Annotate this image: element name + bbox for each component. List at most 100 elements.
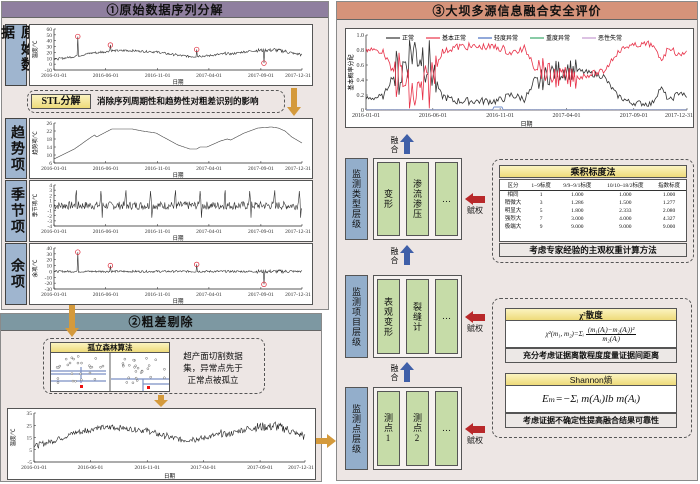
y-tick-label: 35 (27, 411, 33, 417)
level-cell[interactable]: 变形 (377, 162, 400, 236)
weight-arrow-head (465, 310, 473, 323)
stl-description: 消除序列周期性和趋势性对粗差识别的影响 (97, 96, 259, 106)
scale-cell: 2.333 (619, 208, 632, 214)
data-point (94, 357, 97, 360)
scale-header: 区分 (507, 183, 519, 189)
scale-title: 乘积标度法 (499, 165, 687, 178)
y-tick-label: 22 (47, 129, 53, 135)
iforest-dashed-box (43, 338, 265, 394)
legend-label: 正常 (402, 34, 414, 42)
y-axis-label: 温度/℃ (31, 40, 39, 59)
scale-cell: 3 (539, 200, 543, 206)
shannon-caption: 考虑证据不确定性提高融合结果可靠性 (505, 413, 677, 428)
x-tick-label: 2017-12-31 (285, 166, 311, 172)
scale-cell: 相同 (507, 192, 519, 198)
scale-cell: 7 (539, 216, 543, 222)
scale-header: 1~9标度 (531, 183, 551, 189)
orange-arrow-down (158, 395, 164, 401)
y-tick-label: 1.0 (357, 33, 365, 39)
y-tick-label: 1 (49, 198, 52, 204)
x-tick-label: 2017-12-31 (665, 113, 693, 119)
scale-row: 极端大 9 9.000 9.000 9.000 (500, 223, 686, 231)
scale-cell: 9.000 (662, 224, 676, 230)
y-tick-label: 2 (49, 193, 52, 199)
level-cell[interactable]: 测点1 (377, 391, 400, 466)
x-tick-label: 2017-12-31 (285, 229, 311, 235)
y-tick-label: 15 (27, 436, 33, 442)
y-tick-label: 60 (47, 27, 53, 33)
orange-arrow-right (316, 438, 328, 444)
scale-cell: 稍微大 (504, 200, 522, 206)
orange-arrow-head (65, 328, 79, 337)
weight-label: 赋权 (467, 206, 483, 215)
data-point (122, 364, 125, 368)
series-basic-normal (365, 40, 687, 109)
x-tick-label: 2016-06-01 (93, 292, 119, 298)
x-tick-label: 2017-12-31 (285, 73, 311, 79)
fuse-label: 融合 (390, 364, 399, 382)
weight-label: 赋权 (467, 435, 483, 445)
weight-arrow-icon (473, 313, 485, 321)
orange-arrow-head (154, 400, 168, 407)
data-point (58, 364, 62, 368)
scale-cell: 1.000 (571, 192, 584, 198)
x-tick-label: 2017-04-01 (553, 113, 581, 119)
data-point (121, 362, 125, 365)
data-point (72, 357, 75, 361)
y-tick-label: 30 (47, 252, 53, 258)
level-cell[interactable]: 渗流渗压 (406, 162, 429, 236)
chi-caption: 充分考虑证据离散程度度量证据间距离 (505, 348, 677, 363)
x-tick-label: 2017-09-01 (248, 73, 274, 79)
data-point (140, 370, 144, 373)
fuse-label: 融合 (390, 247, 399, 265)
chart-season: 4 3 2 1 0 -1 -2 -3 -4 2016-01-01 2016-06-01 2016-11… (29, 180, 313, 242)
level-cell[interactable]: … (435, 391, 458, 466)
fuse-arrow-icon (404, 141, 410, 154)
x-tick-label: 2016-06-01 (93, 229, 119, 235)
x-tick-label: 2016-06-01 (93, 73, 119, 79)
chart-residual: 40 30 20 10 0 -10 -20 -30 2016-01-01 2016-06-01 20… (29, 243, 313, 305)
scale-cell: 1.500 (619, 200, 632, 206)
data-point (145, 357, 148, 360)
chart-raw: 60 50 40 30 20 10 0 -10 2016-01-01 2016-06-01 2016… (29, 24, 313, 86)
data-point (134, 376, 138, 380)
level-cell[interactable]: … (435, 162, 458, 236)
y-tick-label: 25 (27, 423, 33, 429)
outlier-marker (261, 281, 267, 287)
cleaned-series (33, 421, 306, 449)
x-tick-label: 2017-09-01 (620, 113, 648, 119)
y-tick-label: 0.8 (357, 48, 365, 54)
level-cell[interactable]: 表观变形 (377, 279, 400, 354)
x-tick-label: 2016-01-01 (41, 229, 67, 235)
data-point (70, 372, 74, 375)
row-label-season: 季节项 (5, 180, 27, 242)
x-tick-label: 2017-09-01 (247, 465, 273, 471)
x-tick-label: 2017-12-31 (288, 465, 314, 471)
data-point (71, 379, 75, 383)
divergence-dashed-box (492, 298, 692, 438)
outlier-marker (261, 60, 267, 66)
y-tick-label: -5 (27, 460, 32, 466)
data-point (136, 366, 140, 370)
y-tick-label: 26 (47, 121, 53, 127)
level-cell[interactable]: … (435, 279, 458, 354)
raw-series (53, 36, 303, 64)
x-tick-label: 2016-11-01 (145, 73, 171, 79)
level-cell[interactable]: 裂缝计 (406, 279, 429, 354)
data-point (125, 381, 129, 384)
data-point (55, 366, 59, 369)
series-normal (365, 40, 687, 107)
stl-button[interactable]: STL分解 (31, 94, 91, 109)
scale-row: 相同 1 1.000 1.000 1.000 (500, 191, 686, 200)
outlier-marker (194, 261, 200, 268)
data-point (79, 372, 82, 376)
x-tick-label: 2017-09-01 (248, 292, 274, 298)
outlier-marker (107, 262, 114, 269)
data-point (88, 371, 92, 375)
weight-arrow-icon (473, 196, 485, 203)
y-tick-label: -3 (47, 219, 52, 225)
data-point (76, 355, 80, 358)
data-point (76, 361, 80, 365)
y-tick-label: 6 (49, 161, 52, 167)
level-cell[interactable]: 测点2 (406, 391, 429, 466)
